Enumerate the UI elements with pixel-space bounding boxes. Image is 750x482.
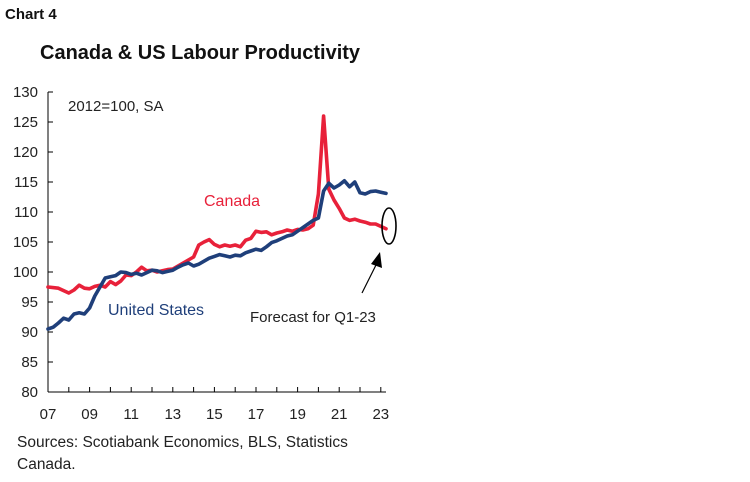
x-tick-label: 09 xyxy=(81,406,98,423)
y-axis: 80 85 90 95 100 105 110 115 120 125 130 xyxy=(13,84,53,401)
y-tick-label: 115 xyxy=(14,174,38,191)
y-tick-label: 125 xyxy=(13,114,38,131)
chart-label: Chart 4 xyxy=(5,6,57,23)
forecast-arrow-line xyxy=(361,264,377,294)
legend-label-united-states: United States xyxy=(108,302,204,319)
x-axis: 07 09 11 13 15 17 19 21 23 xyxy=(40,387,389,423)
forecast-highlight-ellipse xyxy=(381,207,397,245)
base-note: 2012=100, SA xyxy=(68,98,164,115)
series-line-united-states xyxy=(46,179,388,331)
y-tick-label: 130 xyxy=(13,84,38,101)
y-tick-label: 95 xyxy=(21,294,38,311)
x-tick-label: 19 xyxy=(289,406,306,423)
x-tick-label: 23 xyxy=(372,406,389,423)
x-tick-label: 07 xyxy=(40,406,57,423)
series-layer xyxy=(46,114,388,331)
x-tick-label: 21 xyxy=(331,406,348,423)
y-tick-label: 85 xyxy=(21,354,38,371)
x-tick-label: 17 xyxy=(248,406,265,423)
y-tick-label: 80 xyxy=(21,384,38,401)
y-tick-label: 120 xyxy=(13,144,38,161)
chart-title: Canada & US Labour Productivity xyxy=(40,42,361,64)
legend-label-canada: Canada xyxy=(204,193,260,210)
x-tick-label: 13 xyxy=(164,406,181,423)
forecast-annotation: Forecast for Q1-23 xyxy=(250,309,376,326)
x-tick-label: 11 xyxy=(123,406,139,423)
y-tick-label: 110 xyxy=(14,204,38,221)
y-tick-label: 90 xyxy=(21,324,38,341)
y-tick-label: 105 xyxy=(13,234,38,251)
y-tick-label: 100 xyxy=(13,264,38,281)
series-line-canada xyxy=(46,114,388,295)
x-tick-label: 15 xyxy=(206,406,223,423)
forecast-arrow-head xyxy=(371,252,382,268)
source-note: Sources: Scotiabank Economics, BLS, Stat… xyxy=(17,434,348,473)
